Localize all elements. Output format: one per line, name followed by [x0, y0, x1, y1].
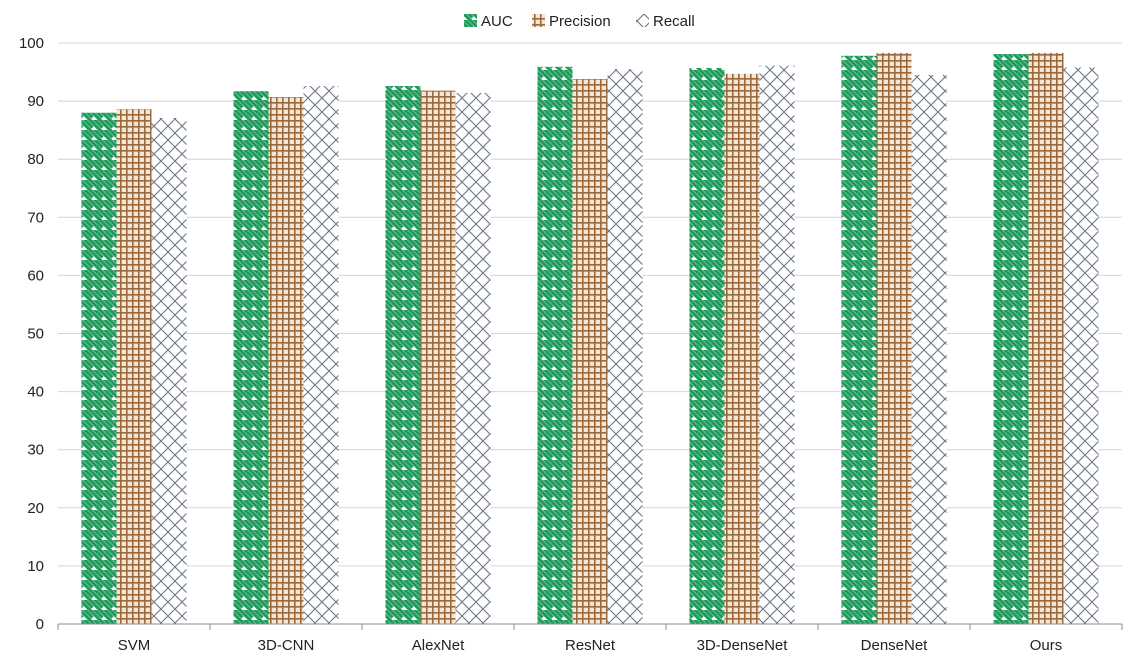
bars: [81, 52, 1099, 625]
y-tick-label: 10: [27, 558, 44, 575]
y-tick-label: 80: [27, 151, 44, 168]
bar-recall-resnet: [607, 69, 643, 624]
x-tick-label: DenseNet: [861, 637, 929, 654]
y-axis-ticks: 0 10 20 30 40 50 60 70 80 90 100: [19, 35, 44, 633]
bar-recall-alexnet: [455, 92, 491, 624]
y-tick-label: 50: [27, 326, 44, 343]
bar-precision-ours: [1028, 52, 1064, 624]
legend-label-auc: AUC: [481, 13, 513, 30]
y-tick-label: 20: [27, 500, 44, 517]
y-tick-label: 0: [36, 616, 44, 633]
x-tick-label: 3D-DenseNet: [697, 637, 789, 654]
legend: AUC Precision Recall: [464, 13, 695, 30]
bar-recall-3d-densenet: [759, 65, 795, 624]
legend-swatch-precision: [532, 14, 545, 27]
bar-auc-resnet: [537, 66, 573, 625]
x-tick-label: 3D-CNN: [258, 637, 315, 654]
bar-auc-ours: [993, 54, 1029, 624]
legend-label-precision: Precision: [549, 13, 611, 30]
x-tick-label: ResNet: [565, 637, 616, 654]
legend-swatch-recall: [636, 14, 649, 27]
bar-auc-svm: [81, 112, 117, 624]
bar-recall-ours: [1063, 67, 1099, 625]
bar-recall-densenet: [911, 74, 947, 624]
bar-precision-3d-densenet: [724, 73, 760, 625]
x-tick-label: AlexNet: [412, 637, 465, 654]
y-tick-label: 30: [27, 442, 44, 459]
x-tick-label: Ours: [1030, 637, 1063, 654]
y-tick-label: 90: [27, 93, 44, 110]
legend-item-auc: AUC: [464, 13, 513, 30]
bar-precision-densenet: [876, 52, 912, 624]
bar-auc-alexnet: [385, 85, 421, 624]
x-tick-label: SVM: [118, 637, 151, 654]
bar-auc-3d-cnn: [233, 91, 269, 624]
bar-recall-3d-cnn: [303, 85, 339, 624]
bar-precision-svm: [116, 109, 152, 624]
bar-precision-resnet: [572, 79, 608, 625]
y-tick-label: 40: [27, 384, 44, 401]
y-tick-label: 100: [19, 35, 44, 52]
legend-item-recall: Recall: [636, 13, 695, 30]
x-axis: [57, 623, 1123, 630]
legend-swatch-auc: [464, 14, 477, 27]
bar-recall-svm: [151, 117, 187, 624]
legend-item-precision: Precision: [532, 13, 611, 30]
y-tick-label: 70: [27, 209, 44, 226]
x-axis-labels: SVM 3D-CNN AlexNet ResNet 3D-DenseNet DenseNe…: [118, 637, 1063, 654]
bar-auc-densenet: [841, 55, 877, 625]
legend-label-recall: Recall: [653, 13, 695, 30]
bar-precision-3d-cnn: [268, 97, 304, 624]
bar-auc-3d-densenet: [689, 67, 725, 624]
y-tick-label: 60: [27, 267, 44, 284]
bar-precision-alexnet: [420, 90, 456, 625]
